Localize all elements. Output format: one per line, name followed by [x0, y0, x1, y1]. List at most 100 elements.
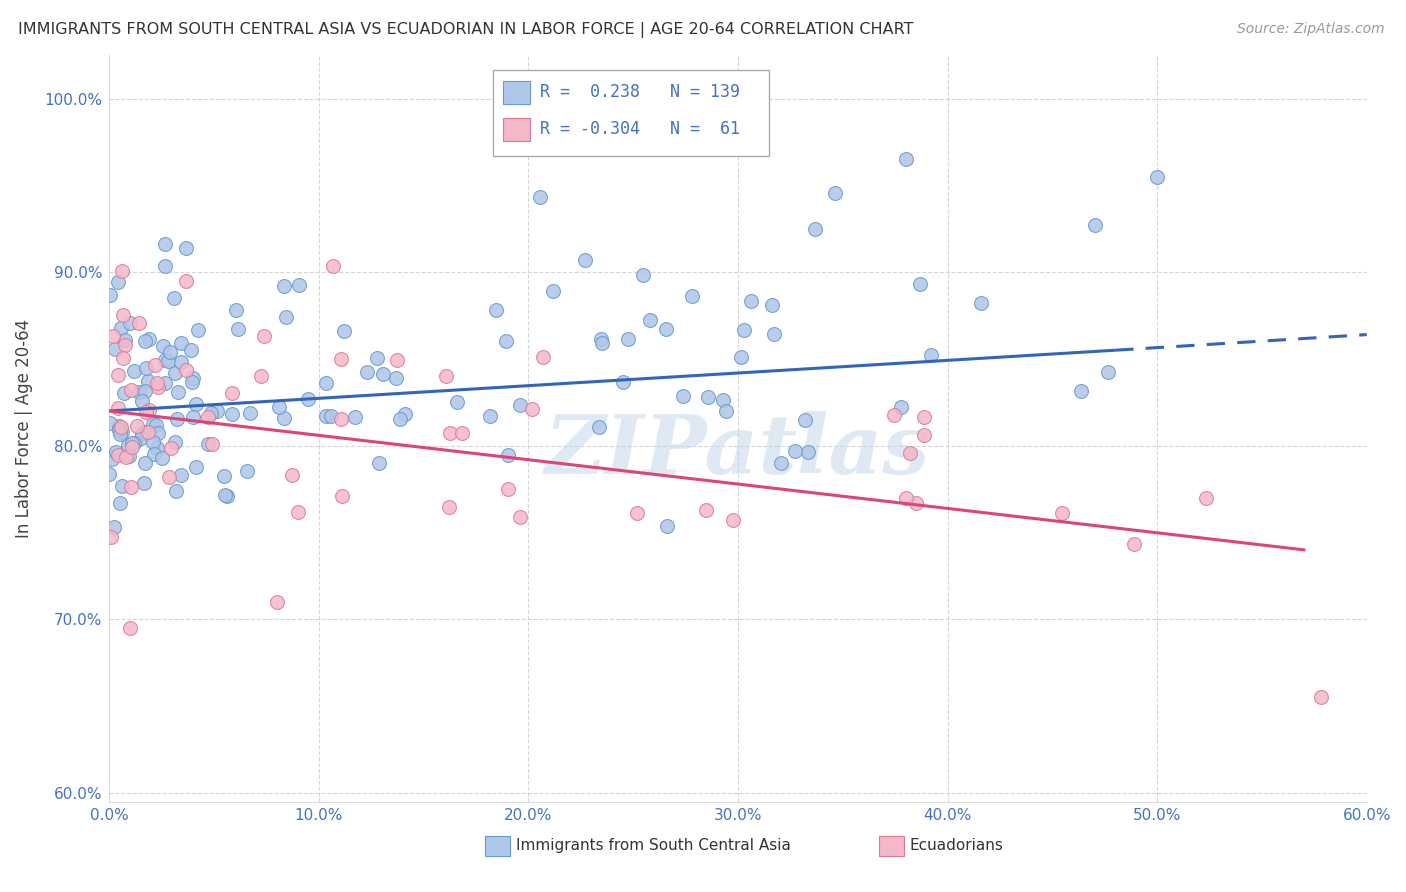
- Point: [200, 406, 222, 420]
- Point: [250, 368, 273, 383]
- Point: [912, 427, 935, 442]
- Point: [145, 417, 167, 432]
- Point: [574, 252, 596, 267]
- Point: [439, 425, 461, 440]
- Point: [332, 324, 354, 338]
- Point: [591, 336, 613, 351]
- Point: [273, 278, 295, 293]
- Point: [120, 480, 142, 494]
- Point: [239, 406, 262, 420]
- Point: [1084, 218, 1107, 232]
- Point: [105, 445, 128, 459]
- Point: [184, 459, 207, 474]
- Point: [276, 310, 298, 325]
- Point: [111, 351, 134, 365]
- Point: [108, 418, 131, 433]
- Point: [330, 412, 353, 426]
- Point: [131, 427, 153, 442]
- Point: [588, 420, 610, 434]
- Point: [322, 259, 344, 273]
- Point: [170, 468, 193, 483]
- Point: [205, 403, 228, 417]
- Point: [107, 368, 129, 383]
- Point: [170, 336, 193, 351]
- Point: [107, 276, 129, 290]
- Text: ZIPatlas: ZIPatlas: [546, 410, 931, 491]
- Point: [134, 384, 156, 398]
- Point: [98, 467, 121, 482]
- Point: [626, 507, 648, 521]
- Point: [783, 443, 806, 458]
- Point: [142, 417, 165, 431]
- Point: [1050, 506, 1073, 520]
- Y-axis label: In Labor Force | Age 20-64: In Labor Force | Age 20-64: [15, 318, 32, 538]
- Bar: [503, 118, 530, 141]
- Point: [184, 396, 207, 410]
- Point: [180, 343, 202, 357]
- Point: [114, 337, 136, 351]
- Point: [543, 284, 565, 298]
- Point: [797, 445, 820, 459]
- Point: [446, 394, 468, 409]
- Point: [108, 427, 131, 442]
- Point: [103, 520, 125, 534]
- Point: [721, 513, 744, 527]
- Point: [1097, 365, 1119, 379]
- Point: [226, 322, 249, 336]
- Point: [890, 401, 912, 415]
- Point: [148, 425, 170, 440]
- Point: [107, 423, 129, 437]
- Point: [121, 440, 143, 454]
- Point: [496, 448, 519, 462]
- Point: [297, 392, 319, 406]
- Point: [1123, 537, 1146, 551]
- Point: [159, 345, 181, 359]
- Point: [150, 451, 173, 466]
- Point: [883, 409, 905, 423]
- Point: [638, 312, 661, 326]
- Point: [330, 489, 353, 503]
- Point: [804, 222, 827, 236]
- Point: [434, 368, 457, 383]
- Bar: [492, 70, 769, 156]
- Point: [111, 308, 134, 322]
- Point: [824, 186, 846, 200]
- Point: [617, 333, 640, 347]
- Point: [281, 468, 304, 483]
- Point: [111, 264, 134, 278]
- Point: [509, 509, 531, 524]
- Point: [124, 436, 146, 450]
- Point: [152, 339, 174, 353]
- Point: [153, 376, 176, 390]
- Point: [169, 355, 191, 369]
- Point: [157, 354, 180, 368]
- Point: [166, 412, 188, 426]
- Point: [142, 447, 165, 461]
- Point: [740, 293, 762, 308]
- Point: [166, 483, 188, 498]
- Point: [733, 323, 755, 337]
- Point: [100, 416, 122, 430]
- Point: [495, 334, 517, 348]
- Point: [769, 456, 792, 470]
- Text: Ecuadorians: Ecuadorians: [910, 838, 1004, 854]
- Text: R = -0.304   N =  61: R = -0.304 N = 61: [540, 120, 741, 138]
- Point: [197, 436, 219, 450]
- Point: [101, 328, 124, 343]
- Point: [695, 503, 717, 517]
- Point: [134, 475, 156, 490]
- Point: [114, 334, 136, 348]
- Point: [101, 452, 124, 467]
- Point: [437, 500, 460, 515]
- Point: [655, 519, 678, 533]
- Point: [898, 446, 921, 460]
- Point: [163, 435, 186, 450]
- Point: [108, 496, 131, 510]
- Point: [714, 404, 737, 418]
- Point: [697, 390, 720, 404]
- Point: [129, 432, 152, 446]
- Point: [343, 410, 366, 425]
- Point: [165, 366, 187, 380]
- Point: [225, 302, 247, 317]
- Point: [1070, 384, 1092, 399]
